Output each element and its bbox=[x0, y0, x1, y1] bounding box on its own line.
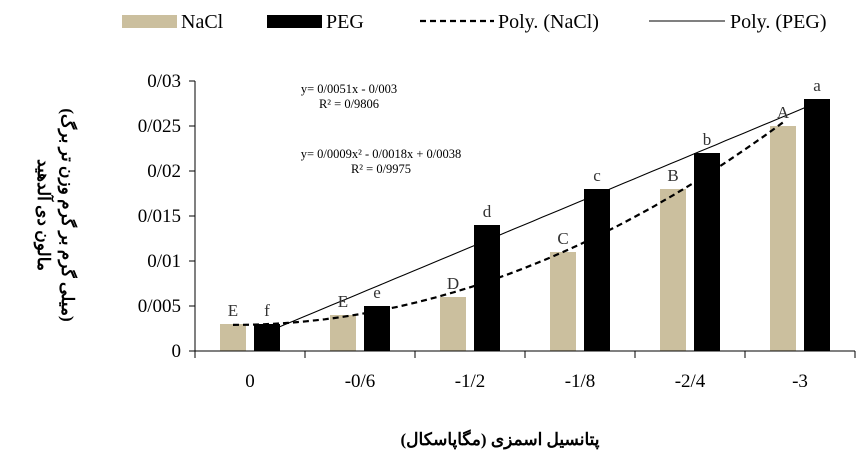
x-tick-label: -3 bbox=[792, 371, 808, 392]
trendline-nacl bbox=[232, 121, 784, 326]
bar-peg-5 bbox=[804, 99, 830, 351]
bar-nacl-0 bbox=[220, 324, 246, 351]
y-tick-label: 0 bbox=[172, 341, 182, 362]
legend: NaCl PEG Poly. (NaCl) Poly. (PEG) bbox=[122, 11, 826, 33]
legend-label-poly-peg: Poly. (PEG) bbox=[730, 11, 826, 33]
legend-swatch-nacl bbox=[122, 15, 177, 28]
x-axis-title: پتانسیل اسمزی (مگاپاسکال) bbox=[401, 429, 600, 450]
legend-label-poly-nacl: Poly. (NaCl) bbox=[498, 11, 599, 33]
bar-nacl-1 bbox=[330, 315, 356, 351]
bar-nacl-3 bbox=[550, 252, 576, 351]
letter-peg-0: f bbox=[264, 301, 270, 320]
letter-peg-5: a bbox=[813, 76, 821, 95]
y-tick-label: 0/005 bbox=[138, 296, 181, 317]
y-tick-label: 0/01 bbox=[147, 251, 181, 272]
y-tick-label: 0/03 bbox=[147, 71, 181, 92]
letter-peg-1: e bbox=[373, 283, 381, 302]
letter-peg-4: b bbox=[703, 130, 712, 149]
x-tick-label: -1/8 bbox=[565, 371, 596, 392]
trendline-peg bbox=[266, 102, 818, 333]
equation-peg: y= 0/0051x - 0/003 bbox=[301, 82, 397, 96]
trendlines bbox=[232, 102, 818, 333]
x-tick-label: -1/2 bbox=[455, 371, 486, 392]
equation-nacl: y= 0/0009x² - 0/0018x + 0/0038 bbox=[301, 147, 462, 161]
bar-nacl-2 bbox=[440, 297, 466, 351]
legend-label-peg: PEG bbox=[326, 11, 364, 33]
letter-nacl-3: C bbox=[557, 229, 568, 248]
letter-peg-2: d bbox=[483, 202, 492, 221]
letter-nacl-2: D bbox=[447, 274, 459, 293]
y-tick-label: 0/02 bbox=[147, 161, 181, 182]
letter-nacl-4: B bbox=[667, 166, 678, 185]
x-tick-label: 0 bbox=[245, 371, 255, 392]
bar-peg-3 bbox=[584, 189, 610, 351]
y-axis-title-line-2: (میلی گرم بر گرم وزن تر برگ) bbox=[57, 108, 78, 321]
r2-nacl: R² = 0/9975 bbox=[351, 162, 411, 176]
bars bbox=[220, 99, 830, 351]
bar-nacl-5 bbox=[770, 126, 796, 351]
r2-peg: R² = 0/9806 bbox=[319, 97, 379, 111]
letter-nacl-1: E bbox=[338, 292, 348, 311]
letter-peg-3: c bbox=[593, 166, 601, 185]
bar-peg-4 bbox=[694, 153, 720, 351]
x-tick-label: -2/4 bbox=[675, 371, 706, 392]
x-tick-label: -0/6 bbox=[345, 371, 376, 392]
y-tick-label: 0/025 bbox=[138, 116, 181, 137]
y-tick-label: 0/015 bbox=[138, 206, 181, 227]
y-axis-title: مالون دی آلدهید (میلی گرم بر گرم وزن تر ب… bbox=[33, 108, 78, 321]
x-axis: 0 -0/6 -1/2 -1/8 -2/4 -3 bbox=[194, 350, 856, 392]
letter-nacl-0: E bbox=[228, 301, 238, 320]
legend-label-nacl: NaCl bbox=[181, 11, 224, 33]
significance-letters: E E D C B Af e d c b a bbox=[228, 76, 821, 320]
bar-nacl-4 bbox=[660, 189, 686, 351]
letter-nacl-5: A bbox=[777, 103, 790, 122]
y-axis: 0 0/005 0/01 0/015 0/02 0/025 0/03 bbox=[138, 71, 196, 362]
bar-peg-2 bbox=[474, 225, 500, 351]
legend-swatch-peg bbox=[267, 15, 322, 28]
y-axis-title-line-1: مالون دی آلدهید bbox=[33, 159, 55, 271]
